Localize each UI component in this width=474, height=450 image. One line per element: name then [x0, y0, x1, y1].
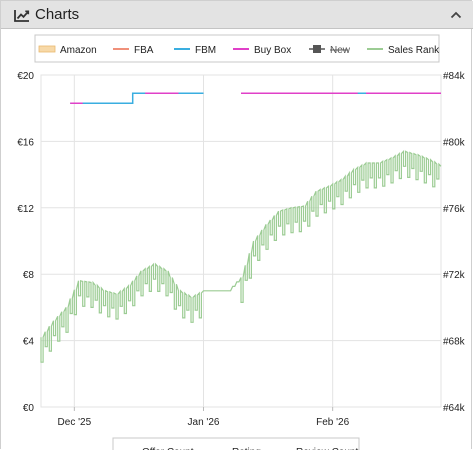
legend-item-rating[interactable]: Rating: [211, 447, 261, 450]
legend-item-fba[interactable]: FBA: [113, 45, 154, 56]
y-left-tick-label: €4: [23, 337, 35, 348]
legend-label: FBM: [195, 45, 216, 56]
price-history-chart: €0 €4 €8 €12 €16 €20 #64k #68k #72k #76k #80k #84k D…: [17, 34, 466, 450]
plot-area: [40, 74, 442, 408]
legend-item-buy-box[interactable]: Buy Box: [233, 45, 291, 56]
x-tick-label: Dec '25: [58, 417, 92, 428]
legend-label: Sales Rank: [388, 45, 440, 56]
buy-box-line: [70, 92, 441, 104]
legend-swatch: [38, 45, 56, 53]
legend-item-amazon[interactable]: Amazon: [38, 45, 97, 56]
y-right-tick-label: #84k: [443, 71, 466, 82]
y-right-tick-label: #72k: [443, 270, 466, 281]
y-left-tick-label: €0: [23, 403, 35, 414]
y-left-tick-label: €12: [17, 204, 34, 215]
legend-item-offer-count[interactable]: Offer Count: [121, 447, 194, 450]
panel-title: Charts: [35, 6, 80, 23]
y-right-tick-label: #64k: [443, 403, 466, 414]
x-tick-label: Feb '26: [316, 417, 349, 428]
legend-box-secondary: [112, 437, 360, 450]
legend-label: Buy Box: [254, 45, 291, 56]
legend-label: Review Count: [296, 447, 358, 450]
legend-label: FBA: [134, 45, 154, 56]
legend-marker: [313, 45, 321, 53]
legend-item-review-count[interactable]: Review Count: [275, 447, 358, 450]
legend-item-new[interactable]: New: [309, 45, 351, 56]
fbm-line: [70, 92, 441, 104]
legend-item-fbm[interactable]: FBM: [174, 45, 216, 56]
y-right-tick-label: #76k: [443, 204, 466, 215]
y-left-tick-label: €16: [17, 137, 34, 148]
legend-label: Amazon: [60, 45, 97, 56]
y-left-tick-label: €20: [17, 71, 34, 82]
legend-label: Rating: [232, 447, 261, 450]
charts-panel-header[interactable]: Charts: [1, 1, 473, 29]
line-chart-icon: [14, 10, 30, 22]
legend-item-sales-rank[interactable]: Sales Rank: [367, 45, 440, 56]
y-left-tick-label: €8: [23, 270, 35, 281]
sales-rank-line: [40, 149, 442, 363]
legend-label: Offer Count: [142, 447, 194, 450]
x-tick-label: Jan '26: [188, 417, 220, 428]
chevron-up-icon[interactable]: [449, 8, 463, 22]
y-right-tick-label: #80k: [443, 137, 466, 148]
y-right-tick-label: #68k: [443, 337, 466, 348]
